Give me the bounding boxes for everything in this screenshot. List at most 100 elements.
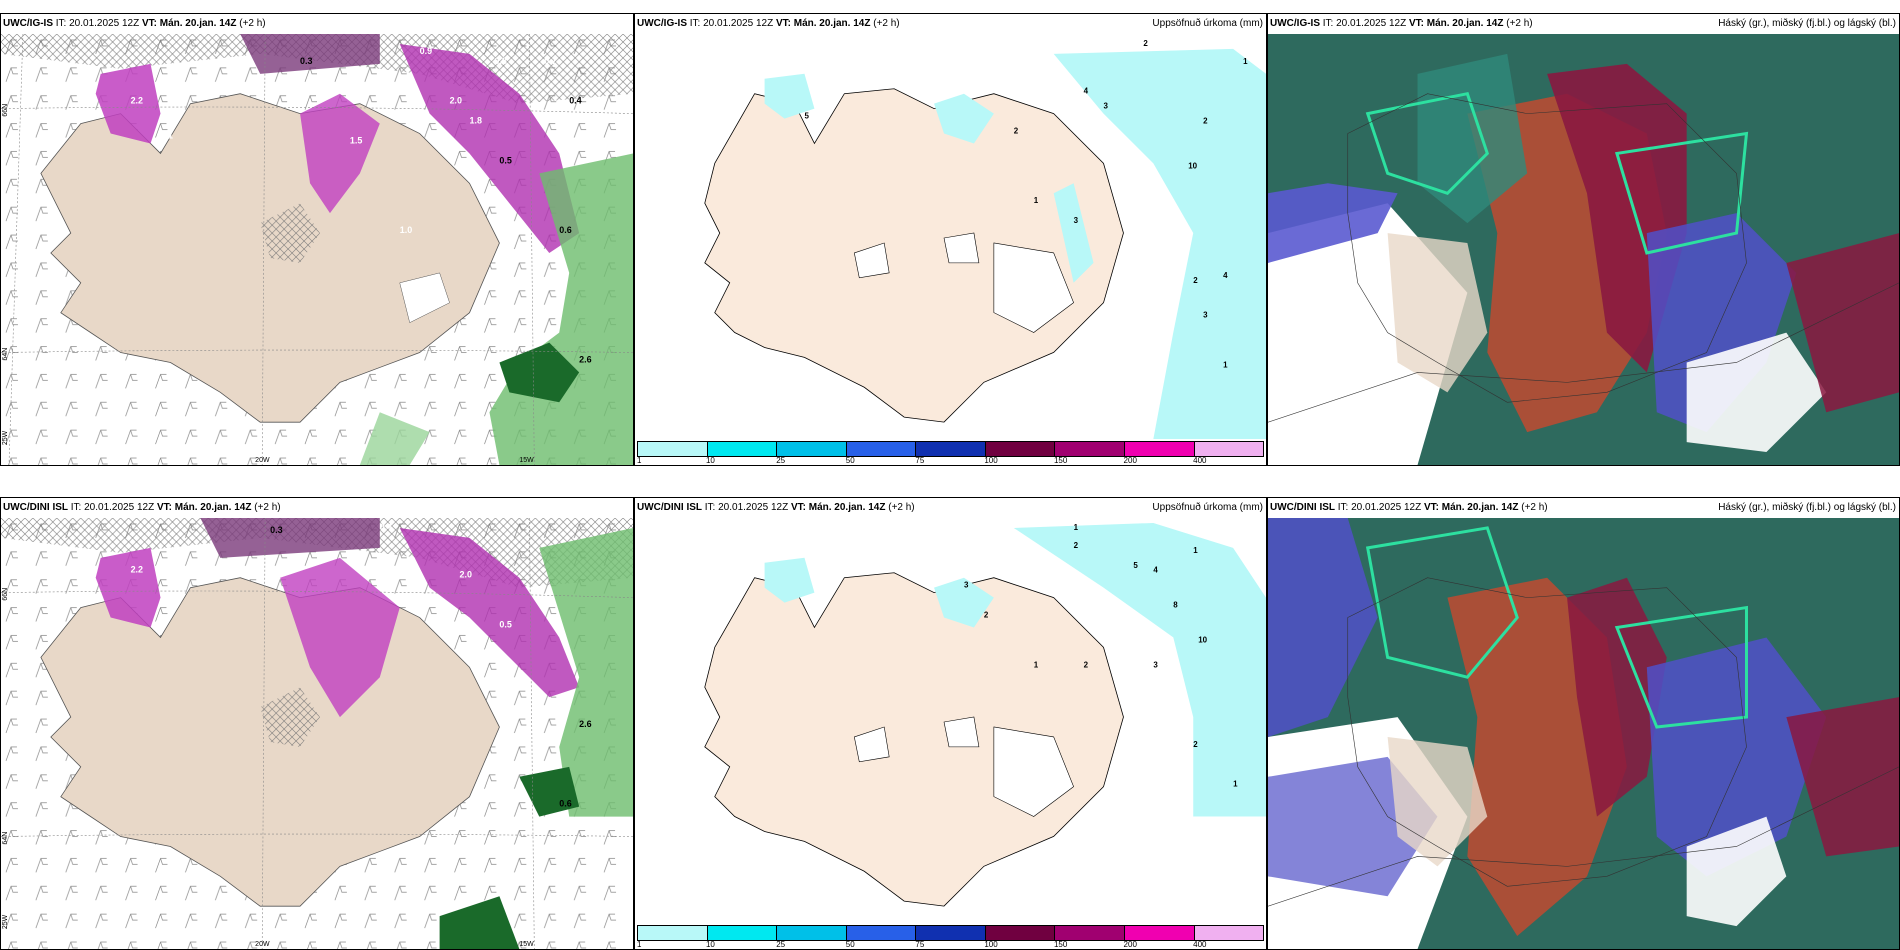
accum-precip-map[interactable]: 2 1 4 3 2 5 10 2 1 3 2 4 3 1 <box>635 34 1266 439</box>
valid-time: Mán. 20.jan. 14Z <box>808 502 886 513</box>
lead-time: (+2 h) <box>888 502 915 513</box>
phase-label: 0.8 <box>494 56 506 66</box>
colorbar-label: 50 <box>845 456 855 465</box>
panel-header: UWC/DINI ISL IT: 20.01.2025 12Z VT: Mán.… <box>3 502 281 513</box>
phase-label: 2.6 <box>579 719 591 729</box>
phase-label: 0.3 <box>300 56 312 66</box>
lon-label: 20W <box>255 457 270 464</box>
panel-header: UWC/DINI ISL IT: 20.01.2025 12Z VT: Mán.… <box>1270 502 1548 513</box>
precip-value: 3 <box>1153 660 1158 669</box>
lon-label: 20W <box>255 941 270 948</box>
precip-value: 1 <box>1233 780 1238 789</box>
lead-time: (+2 h) <box>1521 502 1548 513</box>
colorbar-label: 200 <box>1123 940 1137 949</box>
phase-label: 0.4 <box>380 522 392 532</box>
model-name: UWC/IG-IS <box>3 18 53 29</box>
panel-cloud-cover-bottom[interactable]: UWC/DINI ISL IT: 20.01.2025 12Z VT: Mán.… <box>1267 497 1900 950</box>
colorbar-label: 100 <box>984 456 998 465</box>
panel-header: UWC/IG-IS IT: 20.01.2025 12Z VT: Mán. 20… <box>1270 18 1533 29</box>
cloud-cover-map[interactable] <box>1268 34 1899 465</box>
colorbar-swatch <box>1194 926 1264 940</box>
model-name: UWC/DINI ISL <box>637 502 702 513</box>
valid-time: Mán. 20.jan. 14Z <box>793 18 871 29</box>
precip-value: 10 <box>1198 635 1207 644</box>
panel-header: UWC/IG-IS IT: 20.01.2025 12Z VT: Mán. 20… <box>637 18 900 29</box>
precip-value: 4 <box>1084 87 1089 96</box>
phase-label: 2.0 <box>460 570 472 580</box>
lon-label: 25W <box>2 430 9 445</box>
panel-title: Háský (gr.), miðský (fj.bl.) og lágský (… <box>1718 502 1896 513</box>
panel-accum-precip-bottom[interactable]: UWC/DINI ISL IT: 20.01.2025 12Z VT: Mán.… <box>634 497 1267 950</box>
panel-precip-phase-top[interactable]: UWC/IG-IS IT: 20.01.2025 12Z VT: Mán. 20… <box>0 13 634 466</box>
colorbar-label: 10 <box>705 456 715 465</box>
precip-value: 2 <box>1143 39 1148 48</box>
precip-value: 3 <box>964 581 969 590</box>
init-time: 20.01.2025 12Z <box>703 18 774 29</box>
precip-value: 1 <box>1243 57 1248 66</box>
precip-value: 1 <box>1034 196 1039 205</box>
panel-header: UWC/IG-IS IT: 20.01.2025 12Z VT: Mán. 20… <box>3 18 266 29</box>
lon-label: 15W <box>519 941 534 948</box>
precip-value: 1 <box>1223 360 1228 369</box>
colorbar-label: 400 <box>1193 456 1207 465</box>
phase-label: 2.2 <box>131 96 143 106</box>
lead-time: (+2 h) <box>239 18 266 29</box>
panel-title: Uppsöfnuð úrkoma (mm) <box>1152 18 1263 29</box>
phase-label: 0.9 <box>420 46 432 56</box>
precip-value: 3 <box>1074 216 1079 225</box>
colorbar-swatch <box>1055 926 1125 940</box>
precip-value: 3 <box>1203 311 1208 320</box>
colorbar-swatch <box>638 442 708 456</box>
phase-label: 1.5 <box>350 135 362 145</box>
panel-precip-phase-bottom[interactable]: UWC/DINI ISL IT: 20.01.2025 12Z VT: Mán.… <box>0 497 634 950</box>
colorbar-label: 400 <box>1193 940 1207 949</box>
colorbar-labels: 1 10 25 50 75 100 150 200 400 <box>637 456 1264 465</box>
precip-value: 2 <box>1074 541 1079 550</box>
precip-value: 8 <box>1173 601 1178 610</box>
phase-label: 0.7 <box>544 56 556 66</box>
colorbar-swatch <box>1124 926 1195 940</box>
precip-phase-map[interactable]: 0.4 0.3 2.2 2.1 2.0 2.6 0.6 0.5 66N 64N … <box>1 518 633 949</box>
valid-time: Mán. 20.jan. 14Z <box>159 18 237 29</box>
colorbar-label: 200 <box>1123 456 1137 465</box>
precip-value: 4 <box>1153 566 1158 575</box>
colorbar: 1 10 25 50 75 100 150 200 400 <box>635 439 1266 465</box>
lon-label: 25W <box>2 914 9 929</box>
precip-value: 3 <box>1104 102 1109 111</box>
panel-header: UWC/DINI ISL IT: 20.01.2025 12Z VT: Mán.… <box>637 502 915 513</box>
precip-value: 1 <box>1193 546 1198 555</box>
phase-label: 1.0 <box>400 225 412 235</box>
colorbar-label: 150 <box>1053 940 1068 949</box>
init-time: 20.01.2025 12Z <box>69 18 140 29</box>
colorbar-label: 75 <box>915 940 925 949</box>
precip-value: 2 <box>1084 660 1089 669</box>
precip-phase-map[interactable]: 0.3 0.9 0.8 0.7 2.0 1.8 1.5 0.5 2.6 0.6 … <box>1 34 633 465</box>
precip-value: 2 <box>984 611 989 620</box>
panel-cloud-cover-top[interactable]: UWC/IG-IS IT: 20.01.2025 12Z VT: Mán. 20… <box>1267 13 1900 466</box>
lat-label: 66N <box>2 588 9 601</box>
colorbar-label: 1 <box>637 456 642 465</box>
phase-label: 0.3 <box>270 525 282 535</box>
colorbar-swatch <box>1194 442 1264 456</box>
precip-value: 2 <box>1014 127 1019 136</box>
init-time: 20.01.2025 12Z <box>1336 18 1407 29</box>
init-time: 20.01.2025 12Z <box>1351 502 1422 513</box>
colorbar-label: 10 <box>705 940 715 949</box>
colorbar-label: 50 <box>845 940 855 949</box>
cloud-cover-map[interactable] <box>1268 518 1899 949</box>
panel-accum-precip-top[interactable]: UWC/IG-IS IT: 20.01.2025 12Z VT: Mán. 20… <box>634 13 1267 466</box>
colorbar-swatch <box>985 926 1056 940</box>
colorbar-swatch <box>707 442 778 456</box>
colorbar-swatch <box>707 926 778 940</box>
colorbar-swatch <box>638 926 708 940</box>
lead-time: (+2 h) <box>1506 18 1533 29</box>
precip-value: 2 <box>1193 276 1198 285</box>
phase-label: 2.0 <box>450 96 462 106</box>
lead-time: (+2 h) <box>873 18 900 29</box>
colorbar-swatch <box>916 926 986 940</box>
panel-title: Háský (gr.), miðský (fj.bl.) og lágský (… <box>1718 18 1896 29</box>
valid-time: Mán. 20.jan. 14Z <box>1426 18 1504 29</box>
accum-precip-map[interactable]: 1 2 5 4 3 2 1 8 10 1 2 3 2 1 <box>635 518 1266 923</box>
colorbar-swatch <box>777 926 847 940</box>
precip-value: 5 <box>804 112 809 121</box>
